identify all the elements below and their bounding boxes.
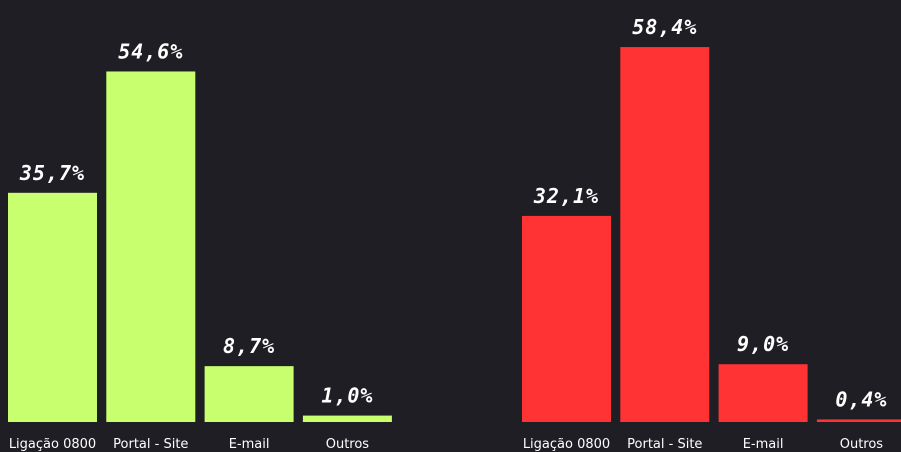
- value-label: 8,7%: [223, 334, 275, 358]
- category-label: Portal - Site: [627, 437, 702, 452]
- category-label: Portal - Site: [113, 437, 188, 452]
- category-label: E-mail: [743, 437, 784, 452]
- category-label: Ligação 0800: [9, 437, 96, 452]
- category-label: E-mail: [229, 437, 270, 452]
- category-label: Outros: [326, 437, 370, 452]
- bar: [620, 47, 710, 423]
- bar: [718, 364, 808, 422]
- bar: [522, 215, 611, 422]
- bar: [816, 419, 901, 422]
- bar: [302, 415, 392, 422]
- value-label: 58,4%: [632, 15, 697, 39]
- category-label: Outros: [840, 437, 884, 452]
- value-label: 1,0%: [321, 384, 373, 408]
- category-label: Ligação 0800: [523, 437, 610, 452]
- value-label: 54,6%: [118, 39, 183, 63]
- bar: [8, 192, 97, 422]
- bar: [204, 366, 294, 422]
- value-label: 35,7%: [19, 161, 85, 185]
- value-label: 32,1%: [533, 184, 599, 208]
- bar: [106, 71, 196, 422]
- value-label: 0,4%: [835, 387, 887, 411]
- value-label: 9,0%: [737, 332, 789, 356]
